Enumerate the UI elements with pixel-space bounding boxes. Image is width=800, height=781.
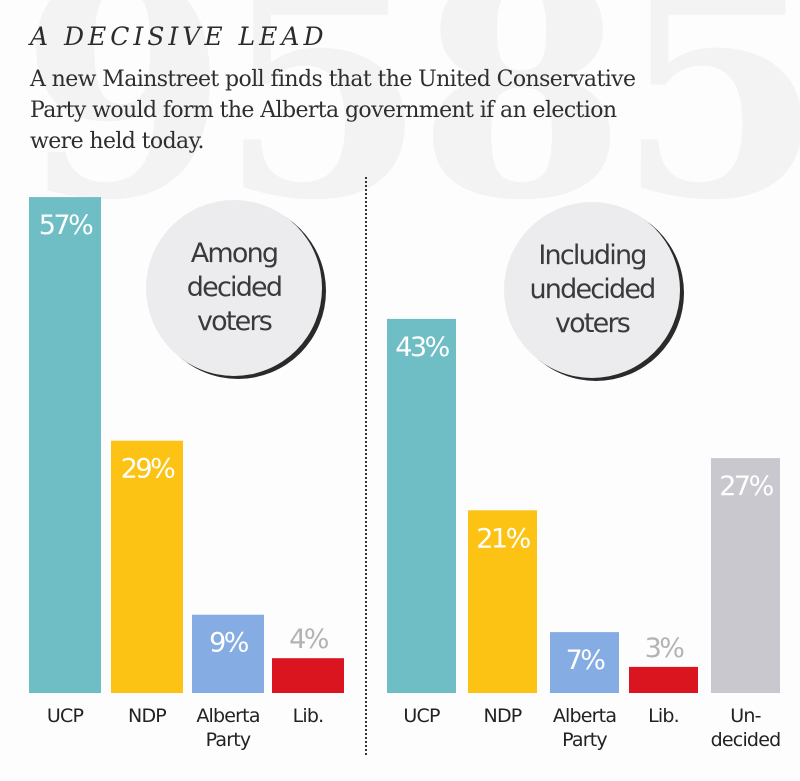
category-label: UCP xyxy=(47,705,84,727)
value-label: 7% xyxy=(566,645,606,676)
chart-subtitle: A new Mainstreet poll finds that the Uni… xyxy=(30,64,750,157)
subtitle-line: were held today. xyxy=(30,129,204,154)
bar-alberta-party xyxy=(550,632,619,693)
bar-group: 29% NDP xyxy=(111,440,183,727)
category-label: Un- xyxy=(730,705,760,727)
category-label: Alberta xyxy=(553,705,616,727)
bar-group: 57% UCP xyxy=(29,197,101,727)
value-label: 43% xyxy=(395,332,449,363)
badge-circle xyxy=(504,202,680,378)
bar-group: 3% Lib. xyxy=(629,633,698,727)
bar-lib xyxy=(272,658,344,693)
category-label: UCP xyxy=(403,705,440,727)
value-label: 21% xyxy=(476,523,530,554)
value-label: 57% xyxy=(39,210,93,241)
value-label: 29% xyxy=(121,454,175,485)
value-label: 9% xyxy=(209,628,249,659)
bar-group: 4% Lib. xyxy=(272,624,344,727)
bar-ucp xyxy=(387,318,456,693)
subtitle-line: Party would form the Alberta government … xyxy=(30,98,617,123)
value-label: 3% xyxy=(645,633,685,664)
panel-title-line: Including xyxy=(538,240,645,271)
category-label: Party xyxy=(206,729,251,751)
category-label: Alberta xyxy=(196,705,259,727)
bar-group: 21% NDP xyxy=(468,510,537,727)
category-label: NDP xyxy=(128,705,166,727)
panel-title-line: voters xyxy=(555,308,630,339)
panel-divider xyxy=(365,177,367,755)
panel-title-line: decided xyxy=(187,272,281,303)
category-label: Lib. xyxy=(293,705,324,727)
bar-ndp xyxy=(111,440,183,693)
category-label: decided xyxy=(711,729,781,751)
bar-ucp xyxy=(29,197,101,693)
bar-lib xyxy=(629,666,698,693)
badge-circle xyxy=(146,200,322,376)
bar-ndp xyxy=(468,510,537,693)
panel-title-line: undecided xyxy=(529,274,654,305)
panel-title-line: voters xyxy=(197,306,272,337)
category-label: NDP xyxy=(484,705,522,727)
value-label: 4% xyxy=(289,624,329,655)
bar-group: 27% Un-decided xyxy=(711,458,781,751)
bar-alberta-party xyxy=(192,614,264,693)
chart-title: A DECISIVE LEAD xyxy=(30,22,328,51)
subtitle-line: A new Mainstreet poll finds that the Uni… xyxy=(30,67,636,92)
category-label: Lib. xyxy=(648,705,679,727)
value-label: 27% xyxy=(719,471,773,502)
bar-group: 43% UCP xyxy=(387,318,456,727)
bar-undecided xyxy=(711,458,780,693)
panel-title-line: Among xyxy=(191,238,278,269)
category-label: Party xyxy=(562,729,607,751)
